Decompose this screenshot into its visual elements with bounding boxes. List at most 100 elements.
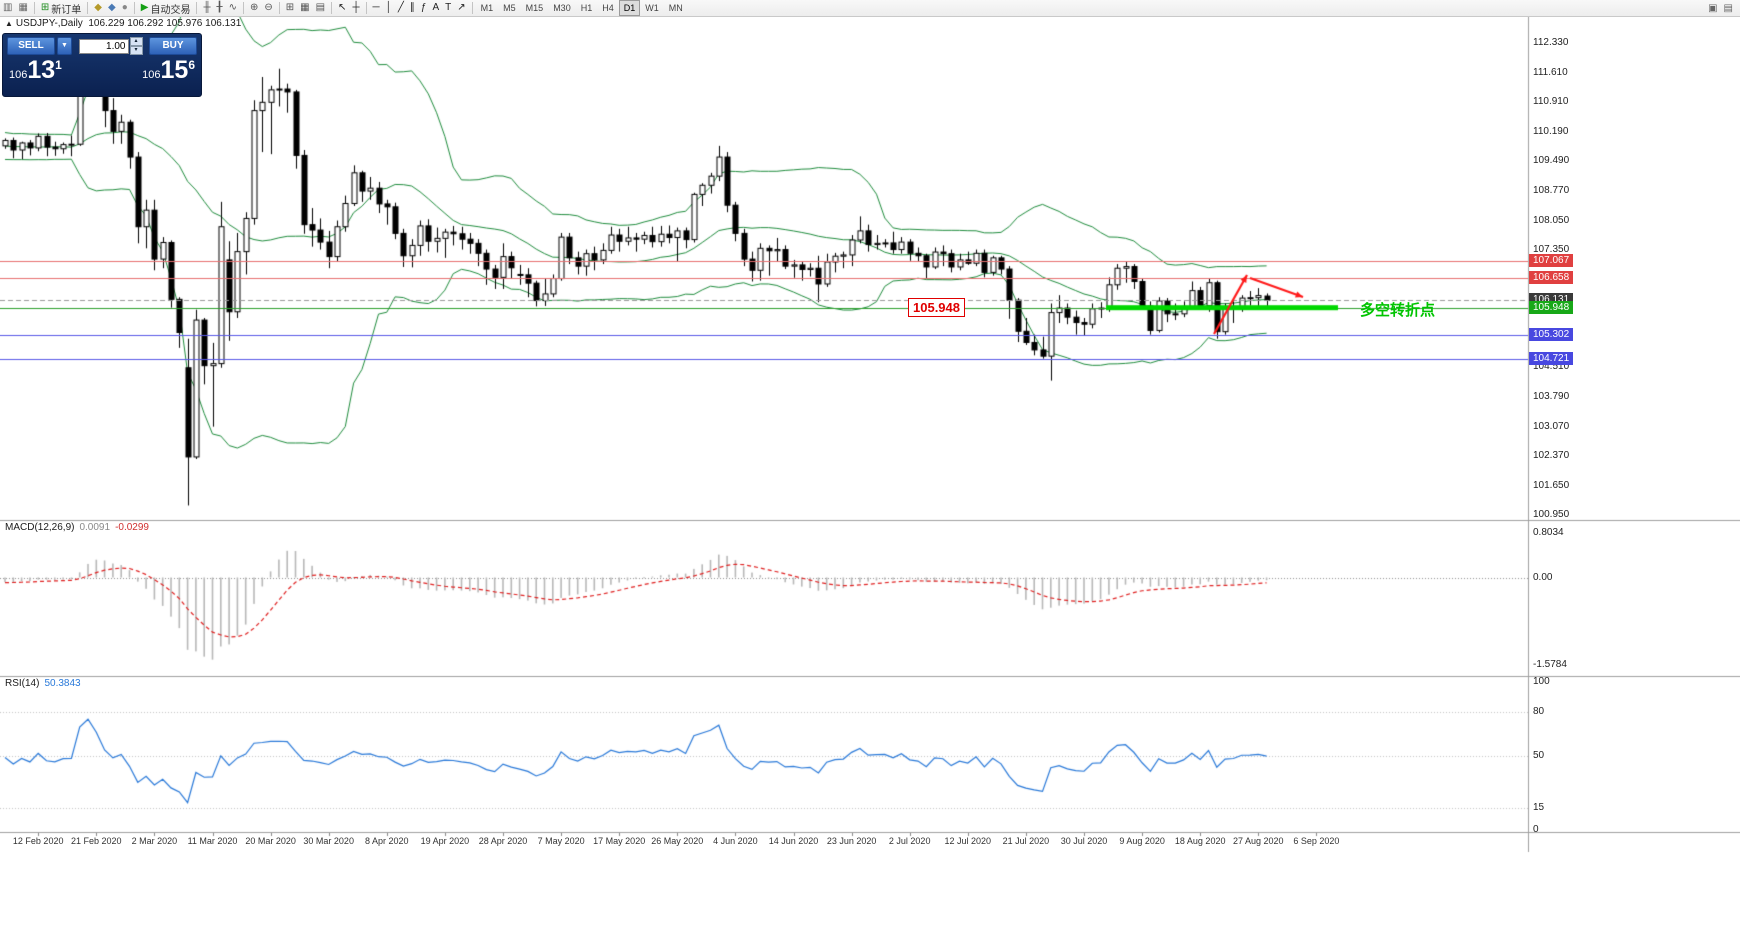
profiles-icon[interactable]: ▦ [15,1,30,15]
zoom-out-icon[interactable]: ⊖ [261,1,275,15]
time-axis-label: 6 Sep 2020 [1293,836,1340,846]
time-axis-label: 12 Jul 2020 [944,836,992,846]
toolbar-separator [278,2,280,14]
vline-tool-icon: │ [385,2,392,13]
time-axis-label: 2 Mar 2020 [131,836,178,846]
fibonacci-tool-icon: ƒ [420,2,427,13]
channel-tool-icon[interactable]: ∥ [407,1,418,15]
grid-icon: ▤ [315,2,326,13]
tile-windows-icon[interactable]: ⊞ [283,1,297,15]
zoom-in-icon[interactable]: ⊕ [247,1,261,15]
price-axis-label: 107.350 [1533,243,1570,255]
timeframe-button-w1[interactable]: W1 [645,3,659,13]
sell-price-display[interactable]: 106131 [9,56,62,84]
navigator-icon: ● [121,2,128,13]
crosshair-icon[interactable]: ┼ [349,1,362,15]
toolbar-separator [133,2,135,14]
fullscreen-icon[interactable]: ▤ [1723,2,1733,14]
price-axis[interactable]: 112.330 111.610 110.910 110.190 109.490 108.7… [1529,0,1739,938]
sell-button[interactable]: SELL [7,37,55,55]
time-axis-label: 26 May 2020 [651,836,704,846]
label-tool-icon[interactable]: T [442,1,454,15]
timeframe-button-m5[interactable]: M5 [503,3,516,13]
time-axis-label: 14 Jun 2020 [768,836,819,846]
data-window-icon[interactable]: ◆ [105,1,119,15]
profiles-icon: ▦ [18,2,28,13]
timeframe-button-h4[interactable]: H4 [602,3,614,13]
arrows-tool-icon[interactable]: ↗ [454,1,468,15]
lot-decrease-button[interactable]: ▾ [129,46,143,55]
market-watch-icon: ◆ [94,2,102,13]
chart-shift-icon[interactable]: ▣ [1708,2,1718,14]
time-axis-label: 7 May 2020 [537,836,585,846]
toolbar-separator [471,2,473,14]
autotrading-button[interactable]: ▶ 自动交易 [138,1,194,16]
price-badge: 106.658 [1529,271,1574,285]
time-axis-label: 8 Apr 2020 [365,836,409,846]
line-chart-icon[interactable]: ∿ [226,1,240,15]
toolbar-separator [87,2,89,14]
macd-axis-label: 0.8034 [1533,526,1564,538]
price-axis-label: 104.510 [1533,361,1570,373]
trendline-tool-icon[interactable]: ╱ [395,1,407,15]
panel-collapse-icon[interactable]: ▲ [5,19,13,28]
price-axis-label: 108.770 [1533,184,1570,196]
time-axis-label: 12 Feb 2020 [12,836,64,846]
price-axis-label: 109.490 [1533,154,1570,166]
timeframe-button-mn[interactable]: MN [668,3,683,13]
time-axis-label: 30 Mar 2020 [303,836,354,846]
market-watch-icon[interactable]: ◆ [91,1,105,15]
timeframe-button-m1[interactable]: M1 [480,3,494,13]
navigator-icon[interactable]: ● [119,1,131,15]
macd-axis-label: 0.00 [1533,571,1553,583]
time-axis-label: 23 Jun 2020 [826,836,877,846]
toolbar-separator [196,2,198,14]
new-chart-icon[interactable]: ▥ [0,1,15,15]
zoom-out-icon: ⊖ [264,2,273,13]
tile-windows-icon: ⊞ [285,2,295,13]
price-axis-label: 102.370 [1533,450,1570,462]
timeframe-button-m15[interactable]: M15 [525,3,544,13]
price-axis-label: 111.610 [1533,66,1568,78]
buy-price-display[interactable]: 106156 [142,56,195,84]
lot-increase-button[interactable]: ▴ [129,37,143,46]
order-type-dropdown[interactable]: ▼ [57,37,72,55]
bar-chart-icon[interactable]: ╫ [200,1,213,15]
timeframe-button-h1[interactable]: H1 [580,3,593,13]
grid-icon[interactable]: ▤ [313,1,328,15]
buy-button[interactable]: BUY [149,37,197,55]
cursor-icon[interactable]: ↖ [335,1,349,15]
rsi-axis-label: 80 [1533,705,1545,717]
time-axis[interactable]: 12 Feb 2020 21 Feb 2020 2 Mar 2020 11 Mar 2… [0,833,1528,852]
vline-tool-icon[interactable]: │ [383,1,395,15]
auto-arrange-icon: ▦ [300,2,310,13]
new-order-button: ⊞ [40,2,50,13]
rsi-value: 50.3843 [44,678,81,689]
new-order-button-label: 新订单 [51,4,82,16]
timeframe-button-d1[interactable]: D1 [618,0,641,16]
auto-arrange-icon[interactable]: ▦ [297,1,312,15]
lot-size-input[interactable] [78,38,129,54]
timeframe-button-m30[interactable]: M30 [553,3,571,13]
autotrading-button: ▶ [140,2,149,13]
macd-signal-value: -0.0299 [115,522,149,533]
candlestick-icon: ╂ [216,2,223,13]
price-axis-label: 108.050 [1533,214,1570,226]
channel-tool-icon: ∥ [409,2,415,13]
crosshair-icon: ┼ [352,2,360,13]
time-axis-label: 21 Jul 2020 [1002,836,1050,846]
time-axis-label: 2 Jul 2020 [888,836,931,846]
text-tool-icon[interactable]: A [429,1,442,15]
chart-ohlc-header: ▲ USDJPY-,Daily 106.229 106.292 105.976 1… [5,18,241,29]
time-axis-label: 11 Mar 2020 [187,836,238,846]
time-axis-label: 30 Jul 2020 [1060,836,1108,846]
line-chart-icon: ∿ [228,2,237,13]
rsi-axis-label: 0 [1533,824,1539,835]
fibonacci-tool-icon[interactable]: ƒ [418,1,430,15]
time-axis-label: 17 May 2020 [593,836,646,846]
new-order-button[interactable]: ⊞ 新订单 [38,1,84,16]
turning-point-annotation: 多空转折点 [1360,302,1436,319]
candlestick-icon[interactable]: ╂ [214,1,226,15]
hline-tool-icon[interactable]: ─ [370,1,383,15]
